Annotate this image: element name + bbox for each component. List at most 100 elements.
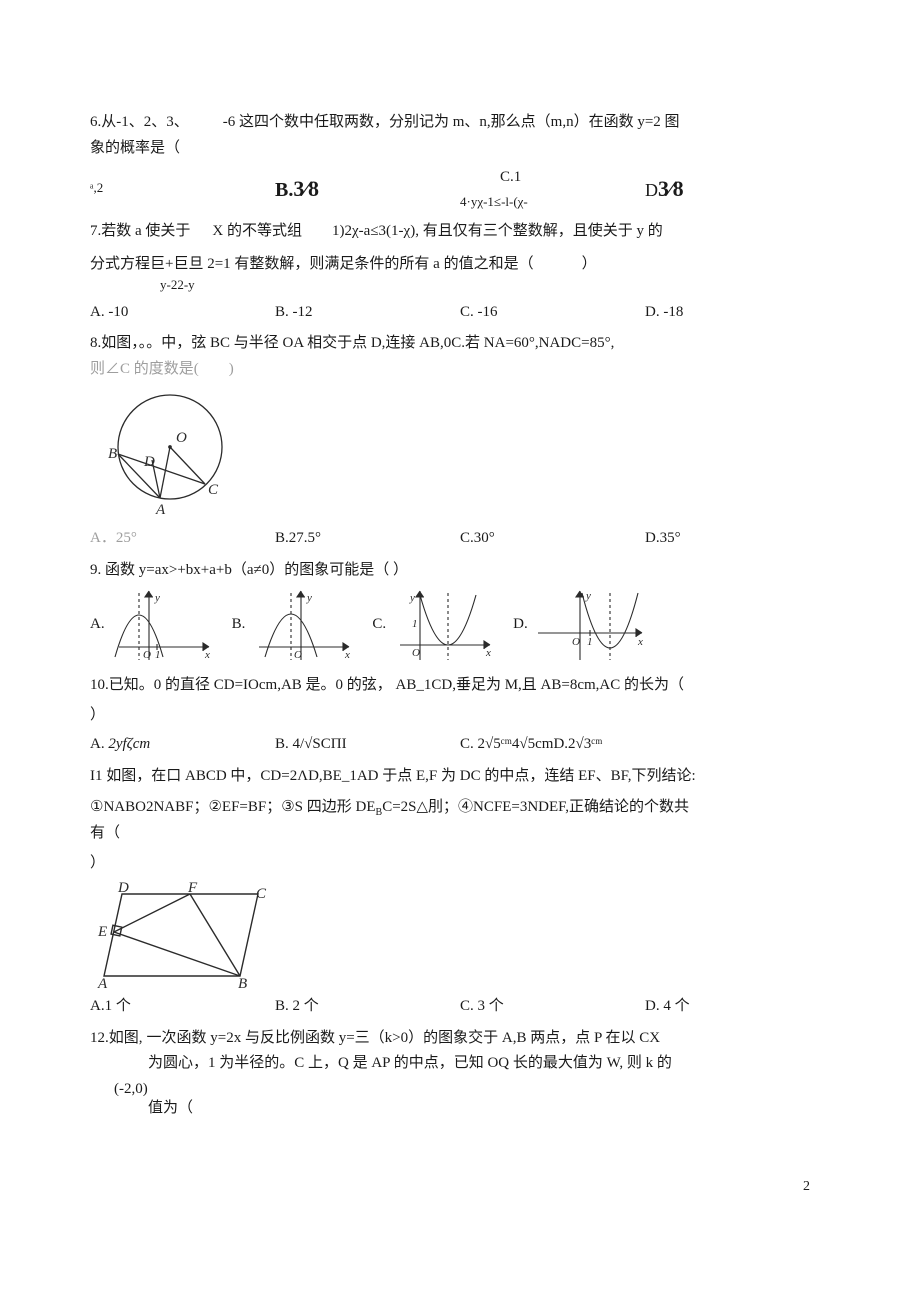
q10-options: A. 2yfζcm B. 4/√SCΠI C. 2√5ᶜᵐ4√5cmD.2√3ᶜ… — [90, 732, 830, 758]
svg-text:1: 1 — [412, 618, 418, 630]
q8-options: A．25° B.27.5° C.30° D.35° — [90, 526, 830, 552]
q7-px: X 的不等式组 — [212, 219, 302, 245]
q11-options: A.1 个 B. 2 个 C. 3 个 D. 4 个 — [90, 994, 830, 1020]
q11-C: C. 3 个 — [460, 994, 645, 1020]
svg-text:A: A — [97, 976, 108, 990]
svg-text:B: B — [108, 446, 117, 462]
q10-close: ） — [90, 703, 830, 729]
q9-C-label: C. — [372, 612, 386, 638]
q6-options: ᵃ,2 B.3⁄8 C.1 4·yχ-1≤-l-(χ- D3⁄8 — [90, 165, 830, 213]
q6-line1: 6.从-1、2、3、 -6 这四个数中任取两数，分别记为 m、n,那么点（m,n… — [90, 110, 830, 136]
q8-grayline: 则∠C 的度数是( ) — [90, 357, 830, 383]
svg-text:D: D — [143, 454, 155, 470]
page-number: 2 — [803, 1175, 810, 1199]
q8-C: C.30° — [460, 526, 645, 552]
q12-line1: 12.如图, 一次函数 y=2x 与反比例函数 y=三（k>0）的图象交于 A,… — [90, 1026, 830, 1052]
q9-options: A. yx O1 B. — [90, 585, 830, 665]
q11-l2c: 有（ — [90, 821, 830, 847]
svg-text:O: O — [572, 636, 580, 648]
q11-D: D. 4 个 — [645, 994, 830, 1020]
q10-C: C. 2√5ᶜᵐ4√5cmD.2√3ᶜᵐ — [460, 732, 830, 758]
q8-D: D.35° — [645, 526, 830, 552]
svg-text:F: F — [187, 880, 198, 896]
q6-optC-top: C.1 — [500, 165, 645, 191]
q7-l2b: ） — [582, 252, 597, 278]
q6-optD-frac: 3⁄8 — [658, 176, 684, 201]
q11-figure: D F C E A B — [90, 880, 280, 990]
q6-optB: B.3⁄8 — [275, 170, 460, 207]
q9-A-graph: y x O1 — [109, 585, 214, 665]
svg-text:C: C — [256, 886, 267, 902]
q6-line2: 象的概率是（ — [90, 136, 830, 162]
q6-optD: D3⁄8 — [645, 170, 830, 207]
q7-l2a: 分式方程巨+巨旦 2=1 有整数解，则满足条件的所有 a 的值之和是（ — [90, 252, 534, 278]
q11-A: A.1 个 — [90, 994, 275, 1020]
q9-D-label: D. — [513, 612, 528, 638]
svg-text:A: A — [155, 502, 166, 518]
q6-line1a: 6.从-1、2、3、 — [90, 110, 189, 136]
svg-text:y: y — [585, 590, 591, 602]
svg-text:C: C — [208, 482, 219, 498]
svg-text:y: y — [154, 592, 160, 604]
q12-l3: 值为（ — [148, 1096, 830, 1122]
q10-line1: 10.已知。0 的直径 CD=IOcm,AB 是。0 的弦， AB_1CD,垂足… — [90, 673, 830, 699]
q10-B: B. 4/√SCΠI — [275, 732, 460, 758]
q9-B-label: B. — [232, 612, 246, 638]
svg-text:1: 1 — [587, 636, 593, 648]
q11-B: B. 2 个 — [275, 994, 460, 1020]
svg-text:O: O — [143, 649, 151, 661]
q9-C-graph: y x O 1 — [390, 585, 495, 665]
svg-text:x: x — [344, 649, 350, 661]
q7-options: A. -10 B. -12 C. -16 D. -18 — [90, 300, 830, 326]
svg-text:O: O — [176, 430, 187, 446]
q7-expr: 1)2χ-a≤3(1-χ) — [332, 219, 415, 245]
svg-text:x: x — [637, 636, 643, 648]
q11-l2a: ①NABO2NABF；②EF=BF；③S 四边形 DE — [90, 799, 376, 815]
q9-C: C. y x O 1 — [372, 585, 495, 665]
q9-D-graph: y x O1 — [532, 585, 647, 665]
q12-l2: 为圆心，1 为半径的。C 上，Q 是 AP 的中点，已知 OQ 长的最大值为 W… — [148, 1051, 830, 1077]
q9-A-label: A. — [90, 612, 105, 638]
q8-figure: O B D C A — [90, 382, 240, 522]
q7-D: D. -18 — [645, 300, 830, 326]
q7-p1: 7.若数 a 使关于 — [90, 219, 190, 245]
q6-optD-label: D — [645, 180, 658, 200]
svg-text:x: x — [485, 647, 491, 659]
q6-optC: C.1 4·yχ-1≤-l-(χ- — [460, 165, 645, 213]
q8-A: A．25° — [90, 526, 275, 552]
q7-line1: 7.若数 a 使关于 X 的不等式组 1)2χ-a≤3(1-χ) , 有且仅有三… — [90, 219, 830, 245]
q7-C: C. -16 — [460, 300, 645, 326]
q11-line2: ①NABO2NABF；②EF=BF；③S 四边形 DEBC=2S△刖；④NCFE… — [90, 795, 830, 821]
q7-A: A. -10 — [90, 300, 275, 326]
q9-stem: 9. 函数 y=ax>+bx+a+b（a≠0）的图象可能是（ ） — [90, 558, 830, 584]
svg-text:E: E — [97, 924, 107, 940]
svg-text:O: O — [412, 647, 420, 659]
q11-close: ） — [90, 851, 830, 877]
q10-A-it: 2yfζcm — [108, 736, 150, 752]
q12-coord: (-2,0) — [114, 1077, 148, 1103]
svg-text:y: y — [409, 592, 415, 604]
svg-text:D: D — [117, 880, 129, 896]
q9-D: D. y x O1 — [513, 585, 647, 665]
svg-text:O: O — [294, 649, 302, 661]
q10-A-pre: A. — [90, 736, 108, 752]
q6-optB-frac: 3⁄8 — [293, 176, 319, 201]
q6-optC-bot: 4·yχ-1≤-l-(χ- — [460, 191, 645, 213]
svg-text:x: x — [204, 649, 210, 661]
q6-optB-label: B. — [275, 179, 293, 201]
page-root: 6.从-1、2、3、 -6 这四个数中任取两数，分别记为 m、n,那么点（m,n… — [0, 0, 920, 1301]
q10-A: A. 2yfζcm — [90, 732, 275, 758]
q7-p2: , 有且仅有三个整数解，且使关于 y 的 — [415, 219, 663, 245]
q8-line1: 8.如图，。。中，弦 BC 与半径 OA 相交于点 D,连接 AB,0C.若 N… — [90, 331, 830, 357]
q9-B-graph: y x O — [249, 585, 354, 665]
svg-text:1: 1 — [155, 649, 161, 661]
q11-line1: I1 如图，在口 ABCD 中，CD=2ΛD,BE_1AD 于点 E,F 为 D… — [90, 764, 830, 790]
q11-l2b: C=2S△刖；④NCFE=3NDEF,正确结论的个数共 — [382, 799, 689, 815]
q9-A: A. y x O1 — [90, 585, 214, 665]
q6-line1b: -6 这四个数中任取两数，分别记为 m、n,那么点（m,n）在函数 y=2 图 — [223, 110, 680, 136]
svg-text:B: B — [238, 976, 247, 990]
svg-text:y: y — [306, 592, 312, 604]
q8-B: B.27.5° — [275, 526, 460, 552]
q7-B: B. -12 — [275, 300, 460, 326]
q9-B: B. y x O — [232, 585, 355, 665]
